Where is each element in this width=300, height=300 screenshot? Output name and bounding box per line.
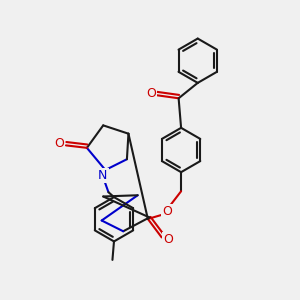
Text: O: O [146,86,156,100]
Text: O: O [54,137,64,150]
Text: O: O [163,233,173,246]
Text: N: N [98,169,108,182]
Text: O: O [162,205,172,218]
